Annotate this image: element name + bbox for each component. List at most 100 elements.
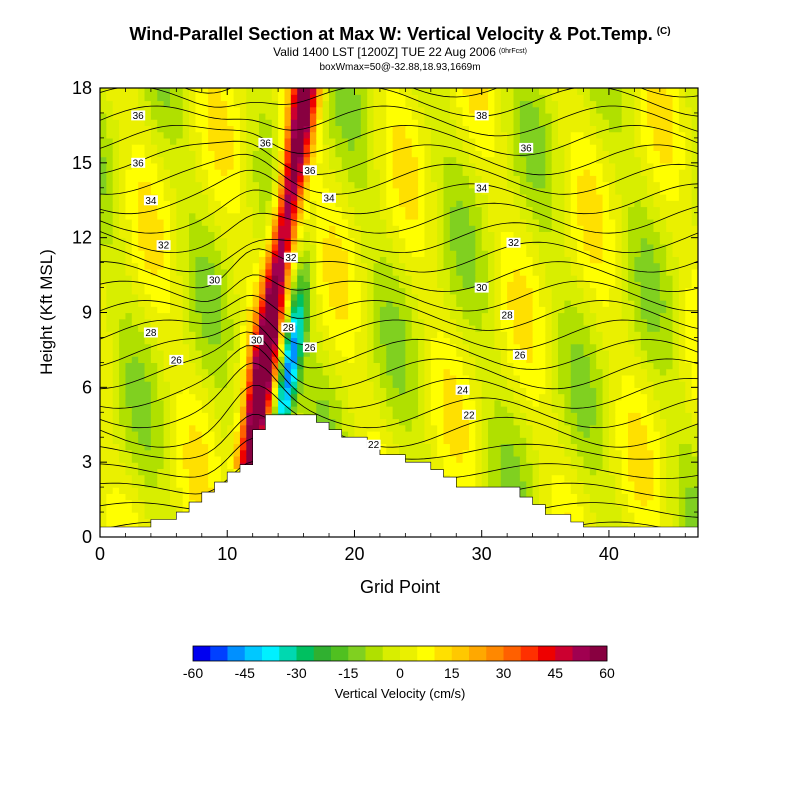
- velocity-cell: [208, 88, 216, 95]
- velocity-cell: [119, 181, 127, 189]
- velocity-cell: [214, 430, 222, 438]
- velocity-cell: [488, 293, 496, 301]
- velocity-cell: [138, 368, 146, 376]
- velocity-cell: [144, 480, 152, 488]
- velocity-cell: [348, 337, 356, 345]
- velocity-cell: [163, 169, 171, 176]
- velocity-cell: [195, 256, 203, 264]
- velocity-cell: [437, 169, 445, 176]
- velocity-cell: [290, 387, 298, 395]
- velocity-cell: [227, 381, 235, 388]
- velocity-cell: [195, 137, 203, 145]
- velocity-cell: [233, 100, 241, 108]
- velocity-cell: [341, 131, 349, 139]
- velocity-cell: [303, 181, 311, 189]
- velocity-cell: [246, 287, 254, 295]
- velocity-cell: [316, 275, 324, 282]
- velocity-cell: [227, 131, 235, 139]
- velocity-cell: [163, 343, 171, 351]
- velocity-cell: [176, 331, 184, 339]
- velocity-cell: [348, 349, 356, 357]
- velocity-cell: [468, 474, 476, 482]
- velocity-cell: [112, 231, 120, 239]
- velocity-cell: [348, 112, 356, 120]
- velocity-cell: [138, 318, 146, 326]
- velocity-cell: [437, 119, 445, 127]
- velocity-cell: [424, 455, 432, 463]
- velocity-cell: [119, 262, 127, 270]
- velocity-cell: [462, 119, 470, 127]
- velocity-cell: [259, 393, 266, 401]
- velocity-cell: [278, 231, 286, 239]
- velocity-cell: [335, 318, 343, 326]
- velocity-cell: [233, 406, 241, 413]
- velocity-cell: [424, 331, 432, 339]
- velocity-cell: [449, 106, 457, 114]
- velocity-cell: [386, 169, 394, 176]
- velocity-cell: [290, 88, 298, 95]
- velocity-cell: [176, 406, 184, 413]
- velocity-cell: [399, 237, 406, 245]
- velocity-cell: [316, 100, 324, 108]
- velocity-cell: [220, 399, 228, 407]
- velocity-cell: [297, 144, 305, 151]
- velocity-cell: [239, 175, 247, 183]
- velocity-cell: [386, 194, 394, 201]
- velocity-cell: [519, 175, 527, 183]
- velocity-cell: [373, 418, 381, 426]
- velocity-cell: [290, 343, 298, 351]
- velocity-cell: [131, 381, 139, 388]
- velocity-cell: [360, 150, 368, 158]
- velocity-cell: [532, 181, 540, 189]
- velocity-cell: [131, 374, 139, 382]
- velocity-cell: [532, 468, 540, 476]
- velocity-cell: [329, 387, 336, 395]
- velocity-cell: [354, 293, 362, 301]
- velocity-cell: [303, 156, 311, 164]
- velocity-cell: [208, 312, 216, 320]
- velocity-cell: [246, 449, 254, 457]
- velocity-cell: [341, 387, 349, 395]
- velocity-cell: [405, 368, 413, 376]
- velocity-cell: [144, 137, 152, 145]
- velocity-cell: [367, 187, 375, 195]
- velocity-cell: [411, 175, 419, 183]
- velocity-cell: [507, 94, 515, 102]
- velocity-cell: [392, 169, 400, 176]
- velocity-cell: [526, 368, 534, 376]
- velocity-cell: [201, 250, 209, 257]
- velocity-cell: [189, 406, 197, 413]
- velocity-cell: [271, 331, 279, 339]
- velocity-cell: [322, 181, 330, 189]
- velocity-cell: [176, 218, 184, 226]
- velocity-cell: [227, 206, 235, 214]
- velocity-cell: [125, 343, 133, 351]
- velocity-cell: [100, 318, 107, 326]
- velocity-cell: [367, 424, 375, 432]
- velocity-cell: [462, 194, 470, 201]
- velocity-cell: [284, 381, 292, 388]
- velocity-cell: [125, 312, 133, 320]
- velocity-cell: [538, 468, 546, 476]
- velocity-cell: [462, 281, 470, 289]
- velocity-cell: [475, 200, 483, 208]
- velocity-cell: [488, 88, 496, 95]
- velocity-cell: [265, 88, 273, 95]
- velocity-cell: [519, 343, 527, 351]
- velocity-cell: [449, 268, 457, 276]
- velocity-cell: [488, 418, 496, 426]
- velocity-cell: [329, 312, 336, 320]
- velocity-cell: [405, 237, 413, 245]
- velocity-cell: [144, 356, 152, 363]
- velocity-cell: [519, 474, 527, 482]
- velocity-cell: [405, 187, 413, 195]
- velocity-cell: [163, 480, 171, 488]
- velocity-cell: [468, 468, 476, 476]
- velocity-cell: [106, 88, 114, 95]
- velocity-cell: [456, 256, 464, 264]
- velocity-cell: [481, 374, 489, 382]
- velocity-cell: [259, 374, 266, 382]
- velocity-cell: [271, 94, 279, 102]
- velocity-cell: [259, 256, 266, 264]
- velocity-cell: [163, 150, 171, 158]
